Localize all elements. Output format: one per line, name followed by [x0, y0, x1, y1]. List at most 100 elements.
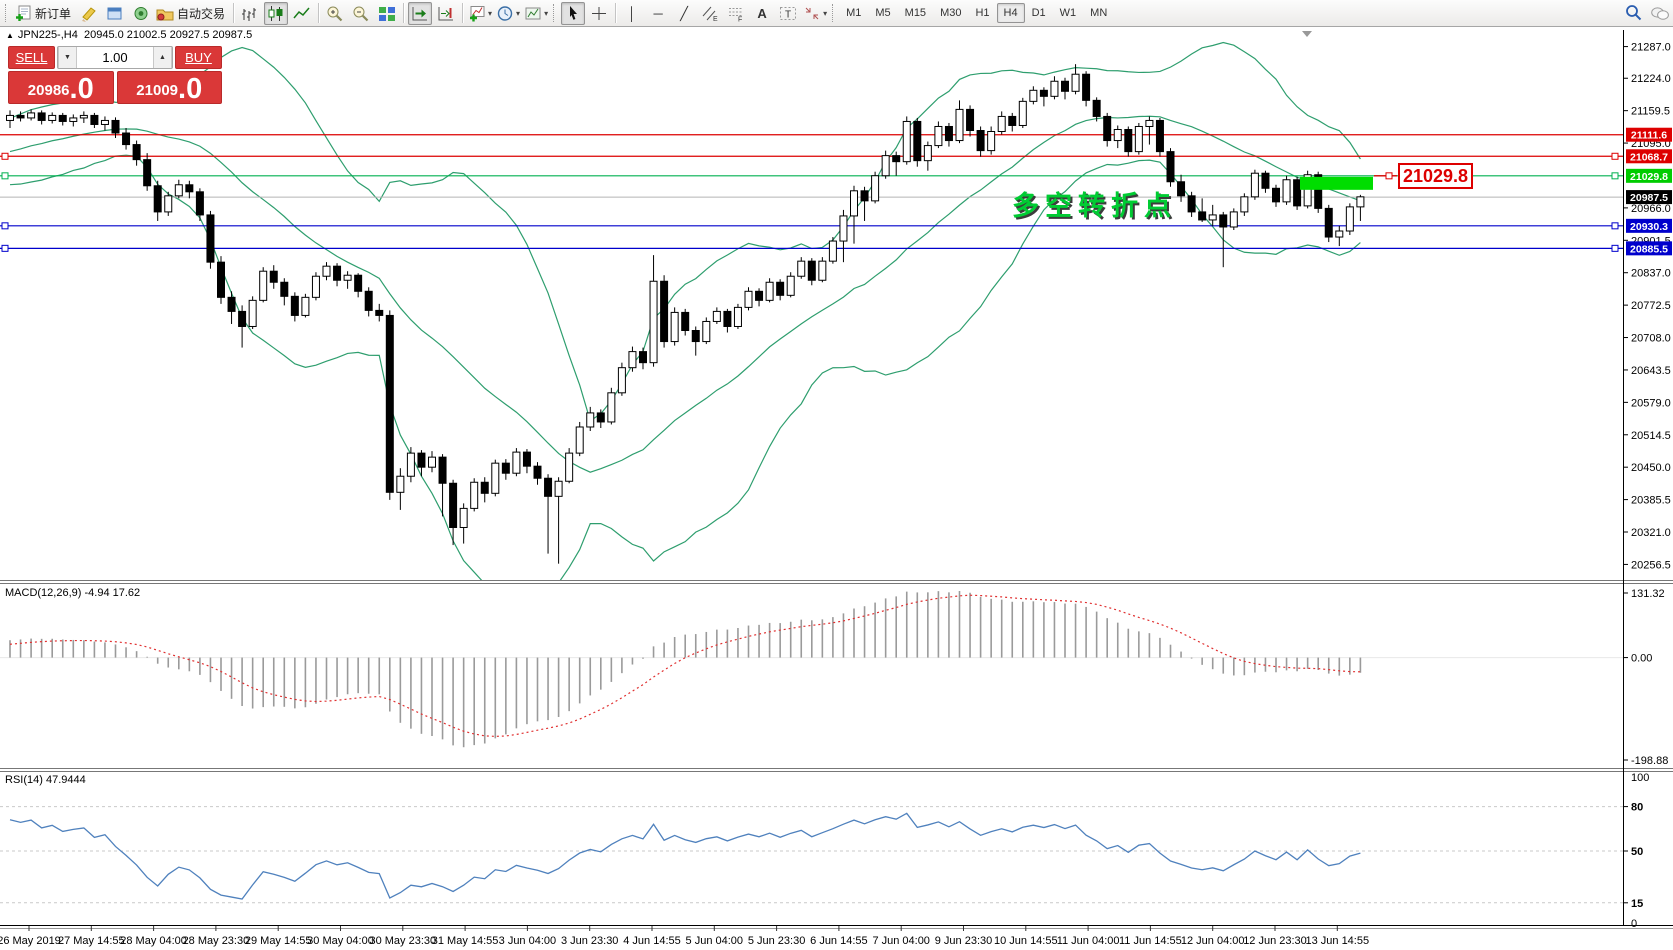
- svg-text:21111.6: 21111.6: [1631, 130, 1667, 142]
- tile-windows-button[interactable]: [375, 2, 399, 25]
- horizontal-level-line[interactable]: [0, 244, 1623, 252]
- price-tag[interactable]: 20885.5: [1626, 241, 1672, 256]
- svg-text:29 May 14:55: 29 May 14:55: [245, 935, 312, 947]
- timeframe-m15-button[interactable]: M15: [904, 7, 927, 19]
- collapse-triangle-icon[interactable]: ▲: [6, 31, 14, 40]
- chevron-down-icon[interactable]: ▾: [488, 8, 493, 18]
- text-label-button[interactable]: T: [776, 2, 800, 25]
- market-watch-icon: [132, 5, 150, 22]
- fibonacci-retracement-button[interactable]: F: [724, 2, 748, 25]
- auto-scroll-button[interactable]: [408, 1, 433, 25]
- svg-text:80: 80: [1631, 802, 1643, 814]
- bar-chart-mode-button[interactable]: [238, 2, 262, 25]
- equidistant-channel-button[interactable]: E: [698, 2, 722, 25]
- price-callout-label[interactable]: 21029.8: [1398, 163, 1474, 189]
- timeframe-m5-button[interactable]: M5: [875, 7, 891, 19]
- callout-handle[interactable]: [1385, 172, 1393, 180]
- macd-signal-line: [9, 594, 1361, 737]
- line-chart-mode-button[interactable]: [290, 2, 314, 25]
- horizontal-line-button[interactable]: ─: [646, 2, 670, 25]
- macd-axis: 131.32 0.00 -198.88: [0, 588, 1668, 767]
- chart-area[interactable]: 21287.0 21224.0 21159.5 21095.0 20966.0 20901…: [0, 27, 1673, 950]
- vertical-line-icon: │: [628, 5, 637, 21]
- timeframe-h1-button[interactable]: H1: [975, 7, 990, 19]
- svg-text:11 Jun 04:00: 11 Jun 04:00: [1057, 935, 1120, 947]
- chart-shift-marker[interactable]: [1302, 31, 1312, 37]
- candlestick-mode-button[interactable]: [264, 1, 289, 25]
- vertical-line-button[interactable]: │: [620, 2, 644, 25]
- indicators-button[interactable]: ▾: [467, 2, 493, 25]
- new-order-label: 新订单: [35, 6, 72, 21]
- svg-text:20885.5: 20885.5: [1630, 243, 1668, 255]
- svg-text:0: 0: [1631, 918, 1637, 930]
- svg-text:28 May 04:00: 28 May 04:00: [120, 935, 187, 947]
- buy-price[interactable]: 21009.0: [116, 71, 222, 104]
- zoom-out-button[interactable]: [349, 2, 373, 25]
- timeframe-mn-button[interactable]: MN: [1090, 7, 1108, 19]
- cursor-button[interactable]: [561, 1, 586, 25]
- price-tag[interactable]: 20930.3: [1626, 218, 1672, 233]
- chevron-down-icon[interactable]: ▾: [544, 8, 549, 18]
- volume-increase-button[interactable]: ▲: [153, 47, 172, 68]
- templates-button[interactable]: ▾: [523, 2, 549, 25]
- timeframe-d1-button[interactable]: D1: [1031, 7, 1046, 19]
- svg-text:5 Jun 04:00: 5 Jun 04:00: [686, 935, 744, 947]
- horizontal-level-line[interactable]: [0, 222, 1623, 230]
- arrows-icon: [803, 5, 821, 22]
- market-watch-button[interactable]: [129, 2, 153, 25]
- svg-text:20772.5: 20772.5: [1631, 300, 1671, 312]
- svg-text:20708.0: 20708.0: [1631, 333, 1671, 345]
- timeframe-h4-button[interactable]: H4: [996, 3, 1025, 23]
- svg-text:20450.0: 20450.0: [1631, 462, 1671, 474]
- macd-name: MACD(12,26,9): [5, 587, 82, 599]
- periods-button[interactable]: ▾: [495, 2, 521, 25]
- search-button[interactable]: [1622, 2, 1646, 25]
- zoom-out-icon: [352, 5, 370, 22]
- price-tag[interactable]: 21068.7: [1626, 149, 1672, 164]
- sell-price[interactable]: 20986.0: [8, 71, 114, 104]
- highlight-rectangle[interactable]: [1300, 176, 1373, 190]
- price-tag[interactable]: 20987.5: [1626, 190, 1672, 205]
- chart-canvas[interactable]: 21287.021224.021159.521095.020966.020901…: [0, 27, 1673, 950]
- svg-text:4 Jun 14:55: 4 Jun 14:55: [623, 935, 681, 947]
- volume-input[interactable]: [77, 47, 153, 68]
- buy-button-label: BUY: [185, 50, 212, 65]
- horizontal-level-line[interactable]: [0, 172, 1623, 180]
- timeframe-w1-button[interactable]: W1: [1059, 7, 1077, 19]
- volume-decrease-button[interactable]: ▼: [58, 47, 77, 68]
- chart-shift-button[interactable]: [434, 2, 458, 25]
- timeframe-m1-button[interactable]: M1: [846, 7, 862, 19]
- crosshair-button[interactable]: [587, 2, 611, 25]
- toolbar-separator: [233, 3, 235, 23]
- svg-text:3 Jun 23:30: 3 Jun 23:30: [561, 935, 619, 947]
- horizontal-line-icon: ─: [653, 5, 663, 21]
- chevron-down-icon[interactable]: ▾: [823, 8, 828, 18]
- svg-text:21068.7: 21068.7: [1630, 151, 1668, 163]
- sell-button[interactable]: SELL: [8, 46, 55, 69]
- svg-text:21029.8: 21029.8: [1630, 171, 1668, 183]
- chart-pencil-button[interactable]: [77, 2, 101, 25]
- tile-windows-icon: [378, 5, 396, 22]
- one-click-trading-panel: SELL ▼ ▲ BUY 20986.0 21009.0: [8, 46, 222, 104]
- price-tag[interactable]: 21111.6: [1626, 127, 1672, 142]
- buy-button[interactable]: BUY: [175, 46, 222, 69]
- new-order-button[interactable]: 新订单: [13, 2, 75, 25]
- trend-line-button[interactable]: ╱: [672, 2, 696, 25]
- symbol-title: JPN225-,H4: [17, 29, 78, 41]
- search-icon: [1625, 4, 1643, 22]
- chevron-down-icon[interactable]: ▾: [516, 8, 521, 18]
- arrows-button[interactable]: ▾: [802, 2, 828, 25]
- timeframe-m30-button[interactable]: M30: [940, 7, 962, 19]
- new-window-button[interactable]: [103, 2, 127, 25]
- auto-trading-button[interactable]: 自动交易: [155, 2, 229, 25]
- zoom-in-button[interactable]: [323, 2, 347, 25]
- horizontal-level-line[interactable]: [0, 152, 1623, 160]
- sell-price-dec: .0: [69, 73, 94, 106]
- periods-icon: [496, 5, 514, 22]
- price-tag[interactable]: 21029.8: [1626, 168, 1672, 183]
- chat-button[interactable]: [1648, 2, 1672, 25]
- text-button[interactable]: A: [750, 2, 774, 25]
- chart-text-annotation[interactable]: 多空转折点: [1012, 191, 1177, 221]
